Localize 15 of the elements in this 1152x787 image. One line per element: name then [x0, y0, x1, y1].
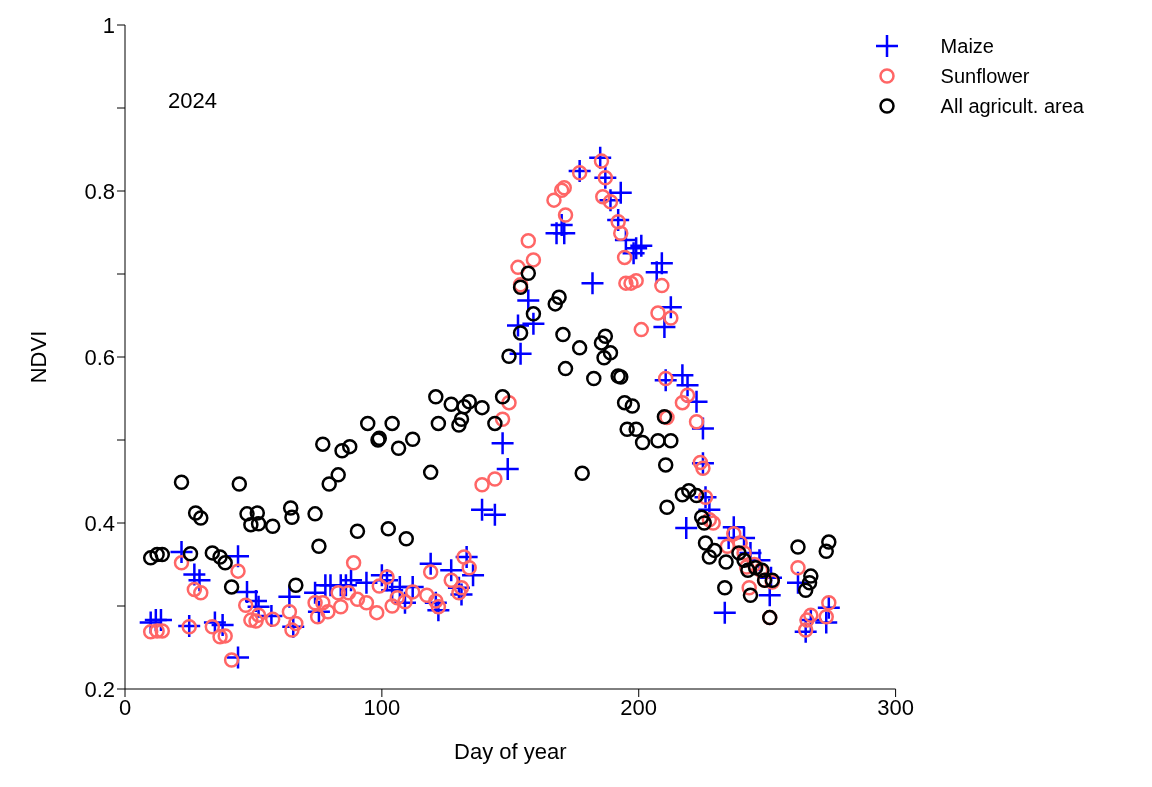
y-tick-label: 0.8 — [84, 178, 115, 204]
x-tick-label: 300 — [877, 694, 914, 720]
y-tick-label: 0.6 — [84, 344, 115, 370]
legend-label: All agricult. area — [940, 94, 1084, 118]
y-tick-label: 0.2 — [84, 676, 115, 702]
legend-label: Maize — [940, 34, 994, 58]
y-tick-label: 0.4 — [84, 510, 115, 536]
annotation: 2024 — [168, 88, 217, 113]
x-tick-label: 0 — [118, 694, 132, 720]
y-axis-title: NDVI — [25, 330, 51, 384]
y-tick-label: 1 — [102, 12, 115, 38]
x-tick-label: 100 — [363, 694, 401, 720]
x-tick-label: 200 — [620, 694, 658, 720]
legend-label: Sunflower — [940, 64, 1030, 88]
x-axis-title: Day of year — [454, 739, 567, 764]
